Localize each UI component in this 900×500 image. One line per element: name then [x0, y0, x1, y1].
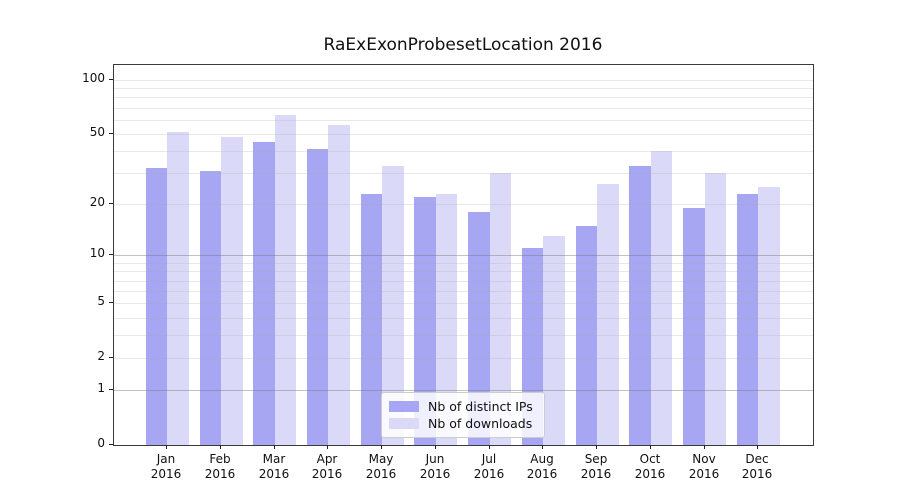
x-axis-tick: [650, 445, 651, 449]
legend-swatch-distinct-ips: [389, 401, 419, 412]
grid-line-minor: [114, 271, 813, 272]
y-axis-tick: [109, 444, 113, 445]
grid-line-minor: [114, 88, 813, 89]
y-axis-tick: [109, 389, 113, 390]
grid-line-minor: [114, 173, 813, 174]
grid-line-minor: [114, 291, 813, 292]
y-axis-tick: [109, 133, 113, 134]
legend-swatch-downloads: [389, 418, 419, 429]
plot-area: Nb of distinct IPs Nb of downloads: [113, 64, 814, 446]
grid-line-minor: [114, 263, 813, 264]
y-axis-tick: [109, 203, 113, 204]
bar-downloads: [704, 173, 727, 445]
bar-downloads: [221, 137, 243, 445]
x-tick-label: Jul 2016: [473, 452, 505, 481]
bar-distinct-ips: [199, 170, 222, 445]
y-tick-label: 20: [89, 195, 105, 209]
grid-line-minor: [114, 108, 813, 109]
bar-distinct-ips: [575, 225, 598, 445]
x-tick-label: Oct 2016: [634, 452, 666, 481]
x-axis-tick: [435, 445, 436, 449]
bar-downloads: [435, 193, 458, 445]
y-tick-label: 10: [89, 246, 105, 260]
x-axis-tick: [704, 445, 705, 449]
bar-distinct-ips: [253, 142, 275, 445]
grid-line-minor: [114, 358, 813, 359]
y-tick-label: 0: [97, 436, 105, 450]
bar-downloads: [328, 125, 350, 445]
chart-title: RaExExonProbesetLocation 2016: [323, 35, 603, 55]
y-tick-label: 50: [89, 125, 105, 139]
x-axis-tick: [166, 445, 167, 449]
bar-downloads: [489, 173, 512, 445]
grid-line-minor: [114, 80, 813, 81]
grid-line-minor: [114, 151, 813, 152]
bar-downloads: [382, 166, 404, 445]
bar-downloads: [274, 114, 297, 445]
grid-line-minor: [114, 120, 813, 121]
x-axis-tick: [327, 445, 328, 449]
bar-downloads: [543, 236, 565, 445]
x-tick-label: Sep 2016: [580, 452, 612, 481]
grid-line-minor: [114, 281, 813, 282]
x-axis-tick: [489, 445, 490, 449]
bar-distinct-ips: [360, 193, 383, 445]
legend-label-distinct-ips: Nb of distinct IPs: [428, 399, 533, 414]
grid-line-major: [114, 255, 813, 256]
y-tick-label: 1: [97, 381, 105, 395]
y-axis-tick: [109, 357, 113, 358]
x-axis-tick: [596, 445, 597, 449]
grid-line-minor: [114, 204, 813, 205]
bar-distinct-ips: [629, 166, 651, 445]
legend-label-downloads: Nb of downloads: [428, 416, 533, 431]
bar-downloads: [597, 184, 619, 445]
x-axis-tick: [542, 445, 543, 449]
bar-downloads: [758, 187, 780, 445]
bar-downloads: [650, 151, 673, 445]
y-tick-label: 100: [82, 71, 105, 85]
bar-distinct-ips: [683, 208, 705, 445]
grid-line-minor: [114, 134, 813, 135]
bar-distinct-ips: [414, 196, 436, 445]
x-tick-label: Dec 2016: [741, 452, 773, 481]
grid-line-minor: [114, 97, 813, 98]
y-axis-tick: [109, 254, 113, 255]
x-tick-label: Nov 2016: [688, 452, 720, 481]
x-tick-label: Aug 2016: [526, 452, 558, 481]
grid-line-minor: [114, 303, 813, 304]
x-tick-label: Mar 2016: [258, 452, 290, 481]
y-axis-tick: [109, 79, 113, 80]
bar-distinct-ips: [468, 212, 490, 445]
grid-line-major: [114, 390, 813, 391]
x-axis-tick: [220, 445, 221, 449]
x-tick-label: Apr 2016: [311, 452, 343, 481]
bar-distinct-ips: [736, 193, 759, 445]
x-tick-label: Feb 2016: [204, 452, 236, 481]
x-tick-label: Jan 2016: [150, 452, 182, 481]
bar-distinct-ips: [306, 149, 329, 445]
grid-line-minor: [114, 318, 813, 319]
x-tick-label: Jun 2016: [419, 452, 451, 481]
y-axis-tick: [109, 302, 113, 303]
bar-distinct-ips: [145, 168, 168, 445]
legend: Nb of distinct IPs Nb of downloads: [381, 392, 545, 438]
legend-entry-downloads: Nb of downloads: [389, 415, 536, 432]
x-axis-tick: [757, 445, 758, 449]
grid-line-minor: [114, 335, 813, 336]
legend-entry-distinct-ips: Nb of distinct IPs: [389, 398, 536, 415]
x-axis-tick: [274, 445, 275, 449]
x-axis-tick: [381, 445, 382, 449]
bar-downloads: [167, 132, 189, 445]
y-tick-label: 5: [97, 294, 105, 308]
x-tick-label: May 2016: [365, 452, 397, 481]
y-tick-label: 2: [97, 349, 105, 363]
